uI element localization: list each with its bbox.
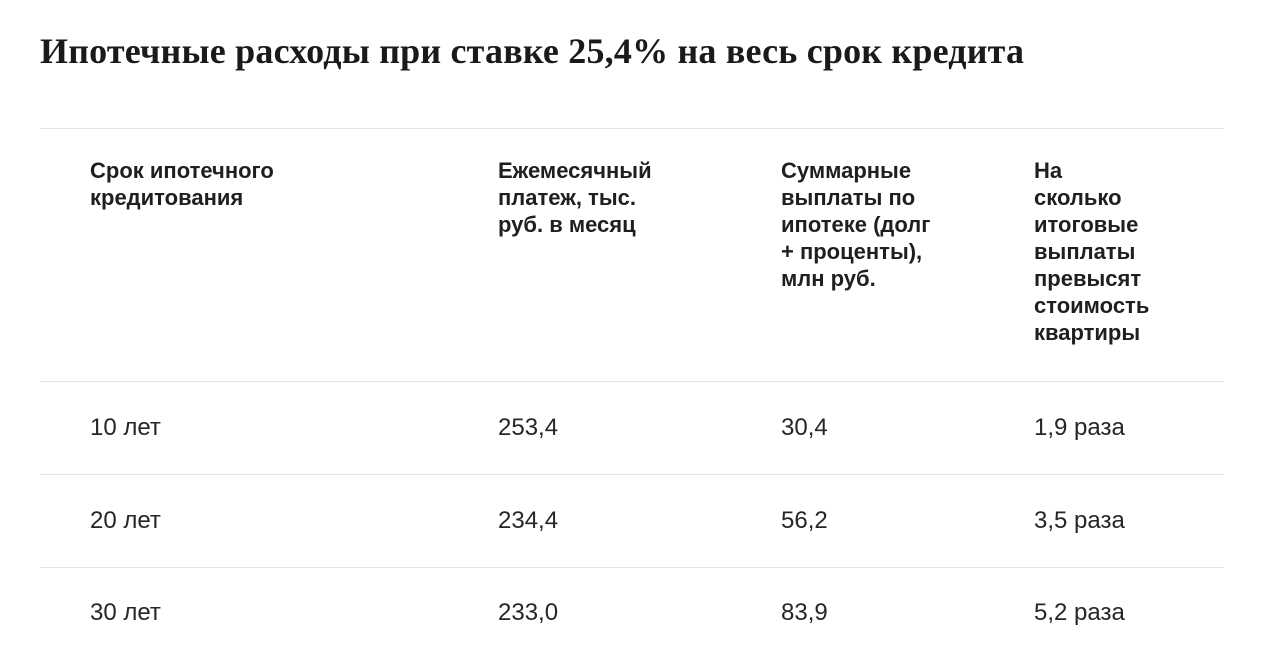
mortgage-table: Срок ипотечного кредитования Ежемесячный…	[40, 128, 1224, 658]
table-row: 20 лет 234,4 56,2 3,5 раза	[40, 475, 1224, 568]
column-header-monthly-payment: Ежемесячный платеж, тыс. руб. в месяц	[498, 157, 781, 381]
cell-monthly-payment: 253,4	[498, 414, 559, 441]
column-header-overpayment-ratio: На сколько итоговые выплаты превысят сто…	[1034, 157, 1224, 381]
cell-total-payments: 83,9	[781, 599, 828, 626]
cell-monthly-payment: 234,4	[498, 507, 559, 534]
cell-monthly-payment: 233,0	[498, 599, 559, 626]
cell-overpayment-ratio: 3,5 раза	[1034, 507, 1125, 534]
table-header-row: Срок ипотечного кредитования Ежемесячный…	[40, 128, 1224, 382]
column-header-loan-term: Срок ипотечного кредитования	[40, 157, 498, 381]
column-header-label: Ежемесячный платеж, тыс. руб. в месяц	[498, 158, 652, 237]
column-header-label: Срок ипотечного кредитования	[90, 158, 274, 210]
cell-overpayment-ratio: 5,2 раза	[1034, 599, 1125, 626]
cell-total-payments: 56,2	[781, 507, 828, 534]
cell-loan-term: 10 лет	[90, 414, 161, 441]
cell-loan-term: 20 лет	[90, 507, 161, 534]
table-row: 30 лет 233,0 83,9 5,2 раза	[40, 568, 1224, 658]
cell-loan-term: 30 лет	[90, 599, 161, 626]
column-header-label: На сколько итоговые выплаты превысят сто…	[1034, 158, 1150, 345]
table-row: 10 лет 253,4 30,4 1,9 раза	[40, 382, 1224, 475]
page-title: Ипотечные расходы при ставке 25,4% на ве…	[40, 31, 1025, 71]
cell-total-payments: 30,4	[781, 414, 828, 441]
cell-overpayment-ratio: 1,9 раза	[1034, 414, 1125, 441]
column-header-total-payments: Суммарные выплаты по ипотеке (долг + про…	[781, 157, 1034, 381]
column-header-label: Суммарные выплаты по ипотеке (долг + про…	[781, 158, 931, 291]
